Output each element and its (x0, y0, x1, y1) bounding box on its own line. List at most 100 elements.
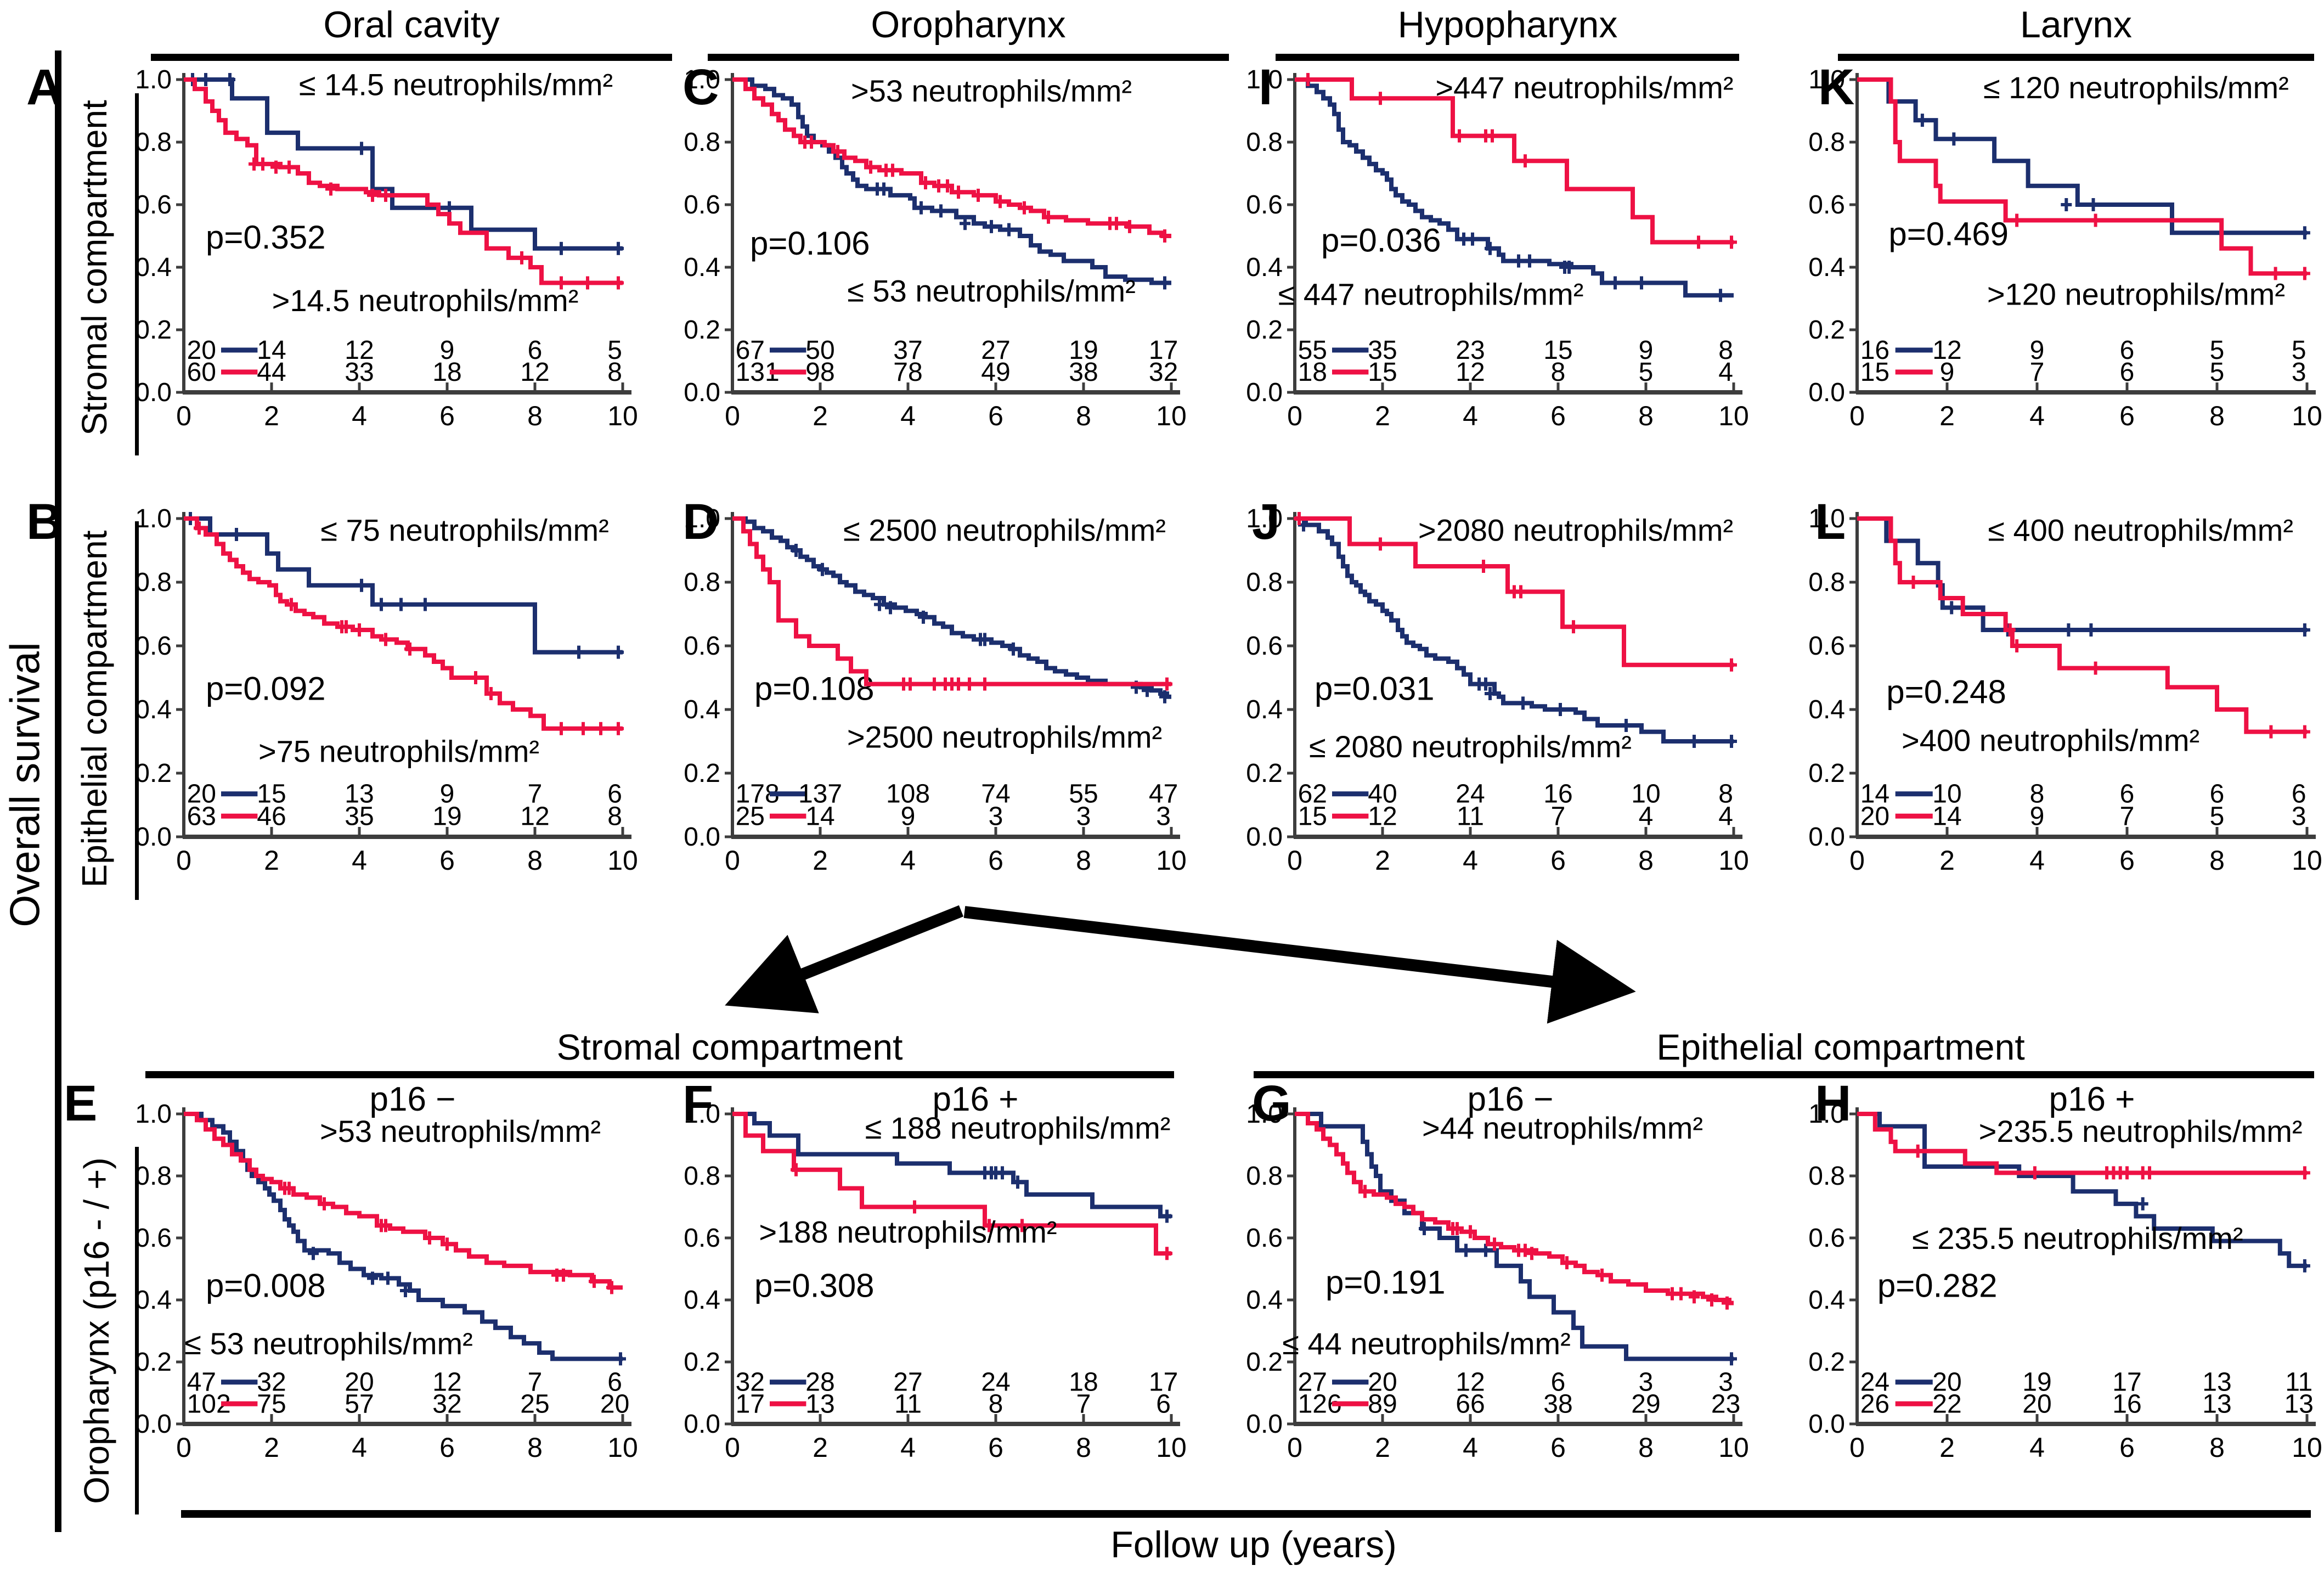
at-risk-number: 14 (805, 802, 834, 831)
x-tick-label: 2 (1939, 1432, 1955, 1463)
at-risk-number: 108 (886, 780, 930, 809)
group-label-red: >188 neutrophils/mm² (759, 1214, 1057, 1249)
at-risk-number: 8 (1718, 336, 1733, 365)
y-tick-label: 0.4 (1808, 695, 1845, 724)
p-value-label: p=0.282 (1877, 1267, 1998, 1304)
y-tick-label: 1.0 (1808, 65, 1845, 94)
at-risk-number: 15 (1543, 336, 1572, 365)
at-risk-number: 16 (1543, 780, 1572, 809)
group-label-blue: ≤ 447 neutrophils/mm² (1278, 277, 1584, 311)
at-risk-number: 6 (528, 336, 543, 365)
at-risk-number: 6 (607, 780, 622, 809)
p16-header-h: p16 + (2049, 1080, 2135, 1118)
overall-survival-bracket-line (55, 50, 61, 1532)
mid-header-stromal: Stromal compartment (556, 1027, 903, 1067)
at-risk-number: 75 (257, 1389, 286, 1418)
y-tick-label: 0.2 (1246, 1348, 1283, 1377)
p-value-label: p=0.469 (1888, 216, 2009, 252)
x-tick-label: 8 (2209, 1432, 2225, 1463)
y-tick-label: 0.6 (684, 632, 720, 661)
at-risk-number: 47 (187, 1368, 216, 1397)
at-risk-number: 11 (894, 1389, 922, 1418)
y-tick-label: 0.0 (1246, 823, 1283, 852)
p-value-label: p=0.352 (206, 219, 326, 256)
row-bracket-line (135, 93, 139, 455)
at-risk-number: 13 (345, 780, 374, 809)
at-risk-number: 8 (1551, 358, 1566, 387)
panel-F: F1.00.80.60.40.20.00 2 4 6 8 10p=0.308≤ 188 n… (682, 1076, 1187, 1463)
panel-letter-E: E (64, 1076, 97, 1131)
at-risk-number: 3 (989, 802, 1003, 831)
panel-letter-F: F (682, 1076, 713, 1131)
y-tick-label: 0.2 (1246, 316, 1283, 345)
at-risk-number: 12 (1368, 802, 1397, 831)
at-risk-number: 63 (187, 802, 216, 831)
x-tick-label: 10 (1718, 1432, 1749, 1463)
x-tick-label: 2 (264, 401, 279, 431)
at-risk-number: 13 (2202, 1389, 2231, 1418)
at-risk-number: 24 (1860, 1368, 1889, 1397)
x-tick-label: 0 (1849, 845, 1865, 876)
x-tick-label: 4 (2029, 1432, 2045, 1463)
y-tick-label: 0.0 (684, 378, 720, 407)
group-label-red: >14.5 neutrophils/mm² (272, 283, 579, 318)
at-risk-number: 12 (345, 336, 374, 365)
at-risk-number: 17 (1149, 336, 1178, 365)
km-curve-blue-L (1857, 516, 2307, 632)
x-tick-label: 8 (527, 401, 543, 431)
panel-C: C1.0 0.8 0.6 0.4 0.2 0.00 2 4 6 8 10 p=0.106 ≤ 53 ne… (682, 59, 1187, 431)
panel-K: K1.0 0.8 0.6 0.4 0.2 0.00 2 4 6 8 10 p=0.469 ≤ 120 n… (1808, 59, 2322, 431)
x-tick-label: 6 (1550, 845, 1566, 876)
p-value-label: p=0.036 (1321, 222, 1441, 259)
x-tick-label: 10 (607, 1432, 638, 1463)
at-risk-number: 27 (893, 1368, 922, 1397)
group-label-red: >235.5 neutrophils/mm² (1979, 1114, 2303, 1148)
group-label-blue: ≤ 2500 neutrophils/mm² (843, 513, 1166, 548)
y-tick-label: 1.0 (684, 1100, 720, 1129)
at-risk-number: 14 (1932, 802, 1961, 831)
y-tick-label: 0.4 (135, 253, 172, 282)
at-risk-number: 47 (1149, 780, 1178, 809)
panel-H: H1.00.80.60.40.20.00 2 4 6 8 10p=0.282≤ 235.5… (1808, 1076, 2322, 1463)
km-curve-red-A (184, 77, 623, 285)
at-risk-number: 18 (1069, 1368, 1098, 1397)
y-tick-label: 0.0 (1808, 823, 1845, 852)
at-risk-number: 20 (2022, 1389, 2051, 1418)
x-tick-label: 4 (2029, 845, 2045, 876)
y-tick-label: 0.4 (1808, 1286, 1845, 1315)
at-risk-number: 15 (1298, 802, 1327, 831)
at-risk-number: 49 (981, 358, 1010, 387)
y-tick-label: 0.0 (135, 823, 172, 852)
y-tick-label: 0.2 (135, 316, 172, 345)
p-value-label: p=0.008 (206, 1267, 326, 1304)
at-risk-number: 5 (2210, 336, 2225, 365)
at-risk-number: 17 (736, 1389, 765, 1418)
x-tick-label: 8 (527, 845, 543, 876)
at-risk-number: 7 (2030, 358, 2045, 387)
y-tick-label: 0.0 (135, 1410, 172, 1439)
x-tick-label: 10 (1156, 845, 1187, 876)
y-tick-label: 0.8 (684, 128, 720, 157)
y-tick-label: 0.8 (1808, 128, 1845, 157)
p-value-label: p=0.106 (750, 225, 870, 262)
at-risk-number: 35 (345, 802, 374, 831)
mid-header-underline (1254, 1071, 2314, 1078)
at-risk-number: 3 (1156, 802, 1171, 831)
group-label-red: >400 neutrophils/mm² (1902, 723, 2199, 757)
at-risk-number: 32 (432, 1389, 461, 1418)
x-tick-label: 8 (1638, 845, 1654, 876)
group-label-blue: ≤ 53 neutrophils/mm² (184, 1326, 473, 1361)
group-label-red: >120 neutrophils/mm² (1987, 277, 2285, 311)
y-tick-label: 0.6 (1246, 1224, 1283, 1253)
at-risk-number: 62 (1298, 780, 1327, 809)
x-tick-label: 8 (1076, 1432, 1091, 1463)
y-tick-label: 1.0 (135, 504, 172, 533)
x-tick-label: 0 (725, 401, 740, 431)
column-header-larynx: Larynx (2020, 4, 2133, 46)
at-risk-number: 20 (1368, 1368, 1397, 1397)
at-risk-number: 16 (2112, 1389, 2141, 1418)
y-tick-label: 0.4 (1246, 695, 1283, 724)
y-tick-label: 0.6 (1246, 190, 1283, 219)
y-tick-label: 0.4 (684, 253, 720, 282)
